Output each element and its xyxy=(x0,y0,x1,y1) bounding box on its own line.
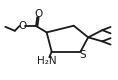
Text: S: S xyxy=(80,50,86,60)
Text: O: O xyxy=(18,21,27,31)
Text: H₂N: H₂N xyxy=(37,56,57,66)
Text: O: O xyxy=(34,9,42,19)
